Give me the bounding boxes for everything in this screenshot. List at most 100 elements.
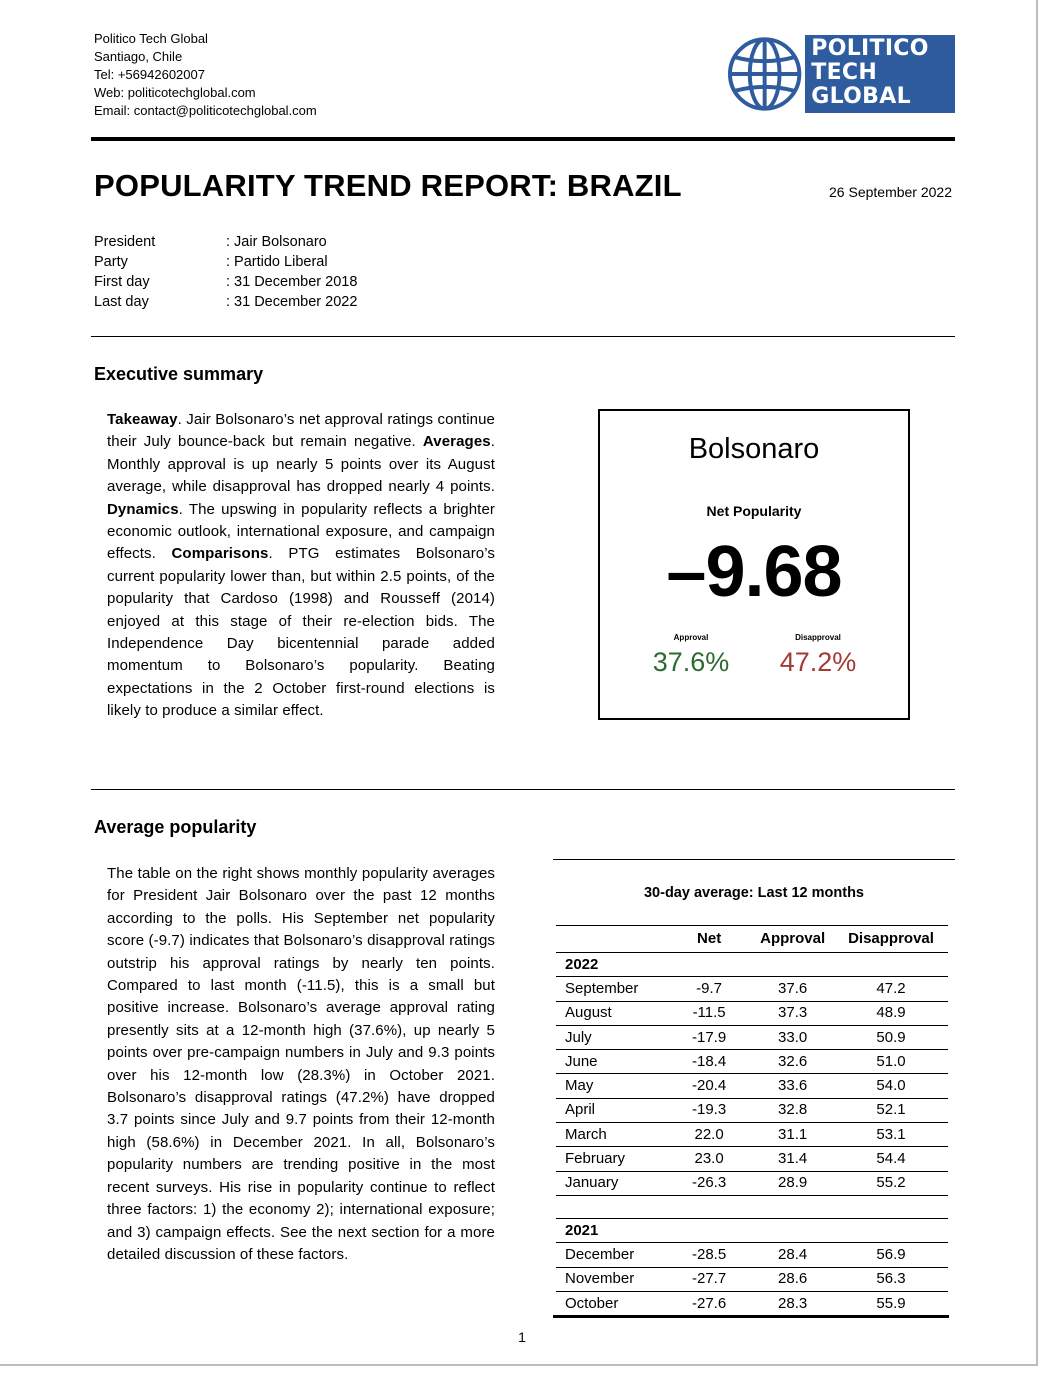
executive-summary-heading: Executive summary	[94, 364, 264, 384]
table-header-row: Net Approval Disapproval	[556, 925, 948, 953]
card-net-label: Net Popularity	[706, 503, 802, 519]
table-spacer-cell	[556, 1194, 667, 1219]
table-row: December -28.5 28.4 56.9	[556, 1242, 948, 1268]
card-disapproval-value: 47.2%	[779, 647, 857, 677]
table-cell-approval: 28.6	[751, 1266, 834, 1292]
executive-summary-text: Takeaway. Jair Bolsonaro’s net approval …	[107, 409, 495, 723]
card-net-value: –9.68	[666, 532, 842, 612]
table-cell-approval: 28.9	[751, 1170, 834, 1196]
table-cell-disapproval: 53.1	[834, 1122, 948, 1147]
monthly-average-table: Net Approval Disapproval 2022 September -9…	[556, 925, 948, 1316]
logo-line-1: POLITICO	[811, 36, 929, 61]
table-row: May -20.4 33.6 54.0	[556, 1073, 948, 1099]
table-cell-disapproval: 52.1	[834, 1097, 948, 1123]
report-title: POPULARITY TREND REPORT: BRAZIL	[94, 168, 682, 203]
table-cell-net: -17.9	[666, 1024, 752, 1050]
table-cell-month: September	[556, 976, 667, 1002]
table-cell-month: June	[556, 1049, 667, 1074]
report-date: 26 September 2022	[829, 184, 952, 200]
average-popularity-text: The table on the right shows monthly pop…	[107, 865, 495, 1263]
table-spacer-row	[556, 1194, 948, 1219]
table-row: August -11.5 37.3 48.9	[556, 1000, 948, 1026]
comparisons-text: . PTG estimates Bolsonaro’s current popu…	[107, 545, 495, 720]
table-year-blank	[751, 1217, 834, 1243]
meta-value: : Jair Bolsonaro	[226, 234, 327, 250]
logo-line-2: TECH	[811, 60, 878, 85]
table-cell-month: January	[556, 1170, 667, 1196]
table-row: March 22.0 31.1 53.1	[556, 1122, 948, 1147]
card-disapproval-label: Disapproval	[795, 633, 841, 642]
table-top-rule	[553, 859, 955, 860]
meta-label: Last day	[94, 294, 149, 310]
table-cell-approval: 31.4	[751, 1146, 834, 1172]
table-row: February 23.0 31.4 54.4	[556, 1146, 948, 1172]
table-cell-approval: 31.1	[751, 1122, 834, 1147]
card-approval-label: Approval	[673, 633, 709, 642]
table-cell-net: 22.0	[666, 1122, 752, 1147]
table-header-disapproval: Disapproval	[834, 925, 948, 953]
table-year-blank	[834, 953, 948, 977]
meta-row-first-day: First day : 31 December 2018	[94, 272, 357, 292]
org-city: Santiago, Chile	[94, 49, 183, 64]
meta-value: : Partido Liberal	[226, 254, 328, 270]
meta-value: : 31 December 2022	[226, 294, 358, 310]
table-spacer-cell	[751, 1194, 834, 1219]
table-body: 2022 September -9.7 37.6 47.2 August -11.5 37.3…	[556, 953, 948, 1316]
table-cell-month: July	[556, 1024, 667, 1050]
header-divider	[91, 137, 955, 141]
table-cell-approval: 28.4	[751, 1242, 834, 1268]
table-year-blank	[667, 953, 751, 977]
table-cell-month: December	[556, 1242, 667, 1268]
table-cell-disapproval: 48.9	[834, 1000, 948, 1026]
table-row: April -19.3 32.8 52.1	[556, 1097, 948, 1123]
table-bottom-rule	[553, 1315, 949, 1318]
meta-label: First day	[94, 274, 150, 290]
table-year-blank	[666, 1217, 752, 1243]
average-popularity-heading: Average popularity	[94, 817, 257, 837]
org-name: Politico Tech Global	[94, 31, 208, 46]
table-cell-disapproval: 50.9	[834, 1024, 948, 1050]
table-year-label: 2021	[556, 1217, 667, 1243]
table-cell-month: April	[556, 1097, 667, 1123]
table-year-blank	[751, 953, 834, 977]
table-row: October -27.6 28.3 55.9	[556, 1290, 948, 1316]
contact-block: Politico Tech Global Santiago, Chile Tel…	[94, 30, 317, 120]
table-cell-disapproval: 51.0	[834, 1049, 948, 1074]
table-header-approval: Approval	[751, 925, 834, 953]
table-cell-month: February	[556, 1146, 667, 1172]
net-popularity-card: Bolsonaro Net Popularity –9.68 Approval …	[598, 409, 910, 720]
globe-icon	[726, 35, 806, 113]
table-cell-approval: 37.6	[751, 976, 834, 1002]
table-cell-net: -26.3	[666, 1170, 752, 1196]
table-year-row: 2022	[556, 953, 948, 977]
table-cell-net: 23.0	[666, 1146, 752, 1172]
table-cell-net: -11.5	[666, 1000, 752, 1026]
table-row: November -27.7 28.6 56.3	[556, 1266, 948, 1292]
table-cell-month: May	[556, 1073, 667, 1099]
table-cell-net: -9.7	[666, 976, 752, 1002]
table-spacer-cell	[834, 1194, 948, 1219]
table-cell-month: March	[556, 1122, 667, 1147]
table-cell-net: -27.7	[666, 1266, 752, 1292]
report-meta: President : Jair Bolsonaro Party : Parti…	[94, 232, 357, 312]
table-row: January -26.3 28.9 55.2	[556, 1170, 948, 1196]
page-number: 1	[518, 1329, 526, 1345]
org-tel: Tel: +56942602007	[94, 67, 205, 82]
table-cell-approval: 37.3	[751, 1000, 834, 1026]
meta-label: Party	[94, 254, 128, 270]
company-logo: POLITICO TECH GLOBAL	[726, 35, 955, 113]
table-row: June -18.4 32.6 51.0	[556, 1049, 948, 1074]
table-cell-approval: 32.8	[751, 1097, 834, 1123]
averages-text: . Monthly approval is up nearly 5 points…	[107, 433, 495, 496]
meta-row-president: President : Jair Bolsonaro	[94, 232, 357, 252]
table-cell-net: -18.4	[666, 1049, 752, 1074]
table-cell-disapproval: 56.3	[834, 1266, 948, 1292]
logo-line-3: GLOBAL	[811, 84, 911, 109]
table-cell-disapproval: 54.4	[834, 1146, 948, 1172]
table-year-blank	[834, 1217, 948, 1243]
table-title: 30-day average: Last 12 months	[643, 885, 864, 901]
table-cell-net: -28.5	[666, 1242, 752, 1268]
table-header-cell	[556, 925, 667, 953]
dynamics-label: Dynamics	[107, 500, 179, 518]
